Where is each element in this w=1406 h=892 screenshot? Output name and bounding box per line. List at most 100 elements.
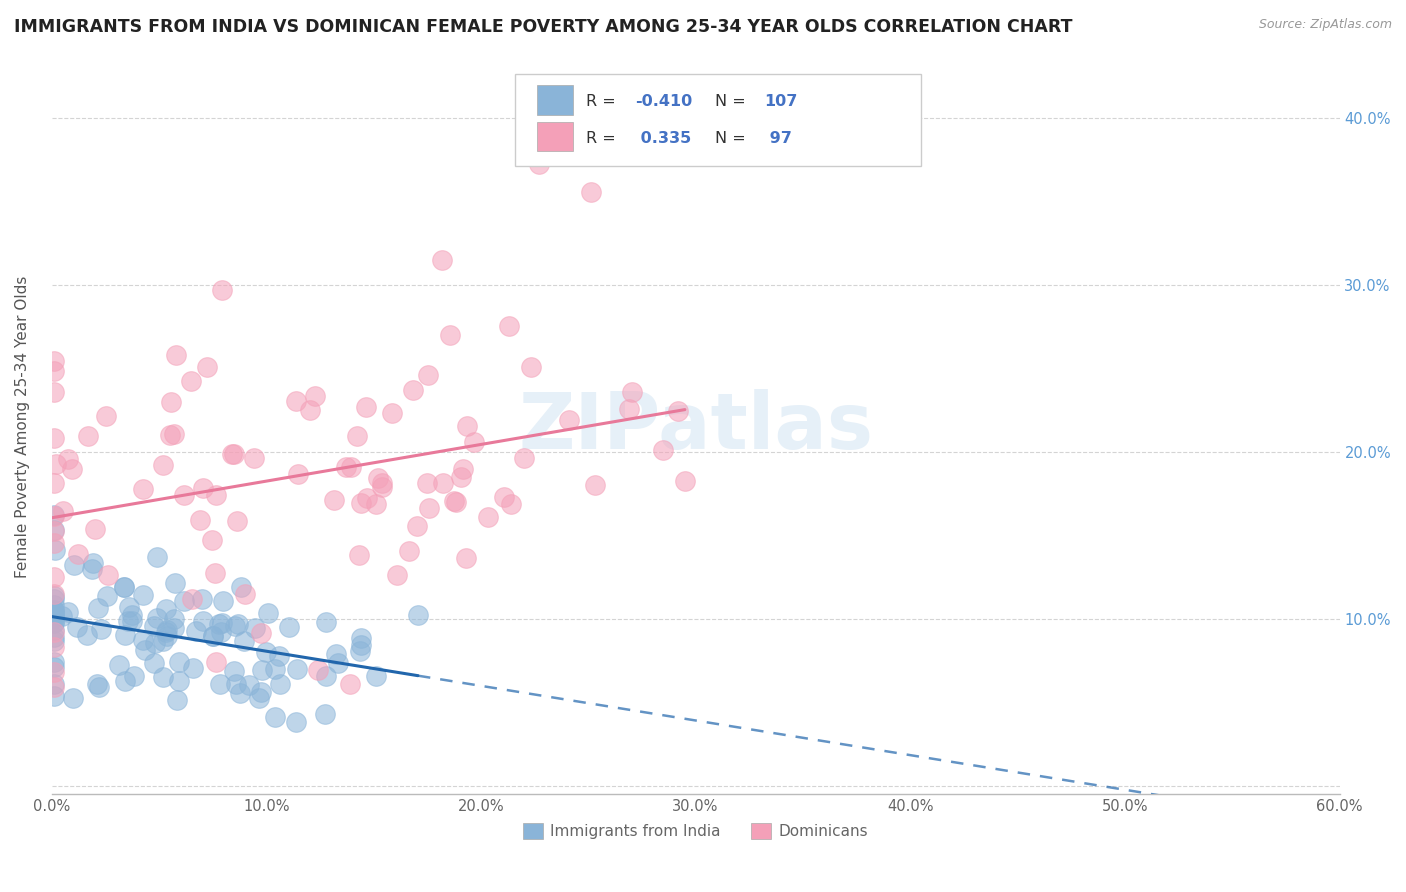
- Point: [76, 628, 98, 642]
- Point: [167, 656, 190, 670]
- Point: [208, 617, 231, 632]
- Point: [226, 617, 249, 632]
- Text: 107: 107: [763, 94, 797, 109]
- Point: [250, 685, 273, 699]
- Point: [349, 632, 371, 646]
- Point: [191, 481, 214, 495]
- Point: [450, 470, 472, 484]
- Point: [418, 501, 440, 516]
- Point: [406, 607, 429, 622]
- Point: [252, 663, 274, 677]
- Text: IMMIGRANTS FROM INDIA VS DOMINICAN FEMALE POVERTY AMONG 25-34 YEAR OLDS CORRELAT: IMMIGRANTS FROM INDIA VS DOMINICAN FEMAL…: [14, 18, 1073, 36]
- Point: [225, 514, 247, 528]
- Point: [432, 476, 454, 491]
- Point: [67, 547, 90, 561]
- Point: [51, 609, 73, 624]
- Point: [114, 674, 136, 689]
- Point: [167, 673, 190, 688]
- Point: [163, 576, 186, 591]
- Point: [160, 395, 183, 409]
- Point: [42, 615, 65, 629]
- Point: [229, 686, 252, 700]
- Point: [204, 566, 226, 580]
- Point: [134, 643, 156, 657]
- Point: [132, 482, 155, 496]
- Point: [165, 348, 187, 362]
- Point: [145, 549, 167, 564]
- Point: [285, 393, 308, 408]
- Point: [44, 542, 66, 557]
- Point: [335, 460, 357, 475]
- Point: [205, 655, 228, 669]
- Point: [651, 443, 673, 458]
- Point: [42, 677, 65, 691]
- Point: [66, 620, 89, 634]
- Point: [477, 510, 499, 524]
- Point: [56, 451, 79, 466]
- Point: [558, 412, 581, 426]
- Point: [108, 657, 131, 672]
- Text: ZIPatlas: ZIPatlas: [517, 389, 873, 465]
- Point: [89, 680, 111, 694]
- Point: [86, 676, 108, 690]
- Point: [339, 676, 361, 690]
- Point: [159, 428, 181, 442]
- Point: [381, 406, 404, 420]
- Point: [42, 603, 65, 617]
- Point: [42, 589, 65, 603]
- Point: [114, 628, 136, 642]
- Point: [349, 643, 371, 657]
- Point: [42, 431, 65, 445]
- Point: [527, 157, 550, 171]
- Point: [443, 493, 465, 508]
- Point: [307, 663, 329, 677]
- Point: [56, 605, 79, 619]
- Text: R =: R =: [586, 131, 621, 145]
- Text: 97: 97: [763, 131, 792, 145]
- Point: [315, 615, 337, 629]
- Point: [498, 318, 520, 333]
- Point: [42, 509, 65, 524]
- Legend: Immigrants from India, Dominicans: Immigrants from India, Dominicans: [516, 817, 875, 845]
- Point: [233, 587, 256, 601]
- Point: [224, 447, 246, 461]
- Text: Source: ZipAtlas.com: Source: ZipAtlas.com: [1258, 18, 1392, 31]
- Point: [42, 609, 65, 624]
- Point: [264, 710, 287, 724]
- Point: [142, 656, 165, 670]
- Point: [121, 607, 143, 622]
- Point: [42, 660, 65, 674]
- Point: [42, 655, 65, 669]
- Point: [143, 619, 166, 633]
- Point: [82, 562, 104, 576]
- Point: [156, 629, 179, 643]
- Point: [42, 640, 65, 654]
- Point: [340, 460, 363, 475]
- Point: [398, 544, 420, 558]
- Point: [42, 570, 65, 584]
- Point: [415, 475, 437, 490]
- Y-axis label: Female Poverty Among 25-34 Year Olds: Female Poverty Among 25-34 Year Olds: [15, 276, 30, 578]
- Point: [673, 474, 696, 488]
- Point: [233, 634, 256, 648]
- Point: [180, 375, 202, 389]
- Point: [347, 549, 370, 563]
- Point: [224, 619, 246, 633]
- Point: [60, 462, 83, 476]
- Text: N =: N =: [714, 131, 751, 145]
- Point: [62, 690, 84, 705]
- Point: [225, 677, 247, 691]
- Point: [402, 383, 425, 397]
- Point: [617, 401, 640, 416]
- Point: [82, 556, 104, 570]
- Point: [145, 611, 167, 625]
- Point: [247, 690, 270, 705]
- Point: [520, 359, 543, 374]
- Point: [454, 551, 477, 566]
- Point: [173, 594, 195, 608]
- Point: [42, 384, 65, 399]
- Point: [97, 568, 120, 582]
- Point: [193, 614, 215, 628]
- Point: [42, 476, 65, 491]
- Point: [112, 580, 135, 594]
